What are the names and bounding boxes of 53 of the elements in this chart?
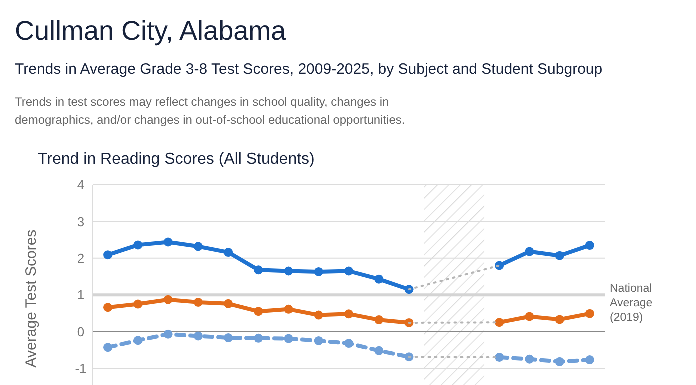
point [134,240,143,250]
point [344,310,354,319]
point [194,298,203,307]
point [194,332,203,341]
y-tick-label: 1 [77,288,85,303]
point [585,241,594,250]
text: Trend in Reading Scores (All Students) [38,151,315,168]
point [284,334,294,344]
point [525,312,534,322]
point [104,343,113,352]
point [254,266,264,275]
point [374,316,384,325]
point [224,299,234,308]
y-axis-title: Average Test Scores [23,230,40,368]
point [555,357,564,366]
point [254,307,264,316]
point [284,266,294,276]
point [374,274,384,284]
point [495,352,504,362]
point [224,248,234,258]
point [555,315,564,324]
point [585,309,594,318]
point [164,295,173,304]
point [495,318,504,328]
ref-line-label: National Average (2019) [610,283,653,324]
y-tick-label: 4 [77,178,85,193]
point [314,310,324,320]
point [314,336,324,346]
point [134,336,143,346]
point [344,339,354,348]
point [164,330,173,339]
point [104,250,113,260]
point [164,238,173,247]
text: Trends in test scores may reflect changes in school quality, changes in demographics, and/or changes in out-of-school educational opportunities. [15,95,406,127]
point [284,304,294,314]
point [555,251,564,260]
y-tick-label: 0 [77,324,85,340]
point [134,300,143,309]
point [104,303,113,312]
y-tick-label: 3 [77,214,85,230]
point [194,242,203,252]
y-tick-label: 2 [77,250,85,266]
point [585,356,594,365]
chart-title: Cullman City, Alabama [15,16,288,46]
point [344,266,354,276]
point [254,334,264,343]
point [224,334,234,343]
point [314,267,324,276]
point [374,346,384,356]
chart-subtitle: Trends in Average Grade 3-8 Test Scores, 2009-2025, by Subject and Student Subgroup [15,61,603,78]
point [525,354,534,364]
point [525,247,534,256]
y-tick-label: -1 [75,361,87,376]
